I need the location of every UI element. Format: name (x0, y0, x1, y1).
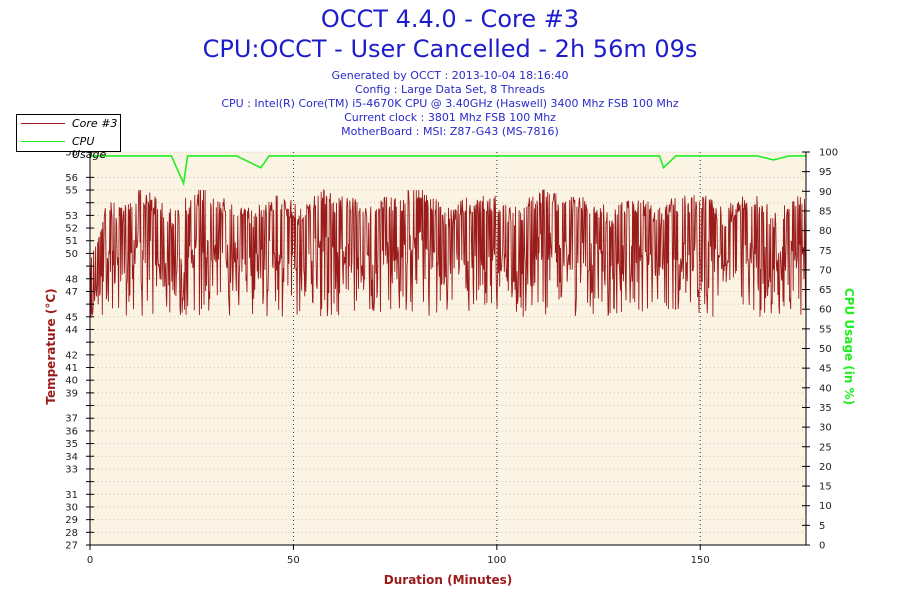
y-right-tick-label: 0 (819, 541, 825, 552)
x-tick-label: 50 (287, 555, 300, 566)
y-left-tick-label: 41 (65, 363, 78, 374)
series-cpu-usage-line (90, 155, 806, 187)
info-cpu: CPU : Intel(R) Core(TM) i5-4670K CPU @ 3… (221, 97, 679, 110)
chart-legend: Core #3 CPU Usage (16, 114, 121, 161)
y-right-tick-label: 15 (819, 482, 832, 493)
y-right-tick-label: 100 (819, 148, 838, 159)
y-left-tick-label: 36 (65, 426, 78, 437)
y-right-tick-label: 75 (819, 246, 832, 257)
y-left-tick-label: 55 (65, 186, 78, 197)
legend-swatch-cpu-usage (21, 141, 65, 142)
y-left-tick-label: 44 (65, 325, 78, 336)
y-right-tick-label: 55 (819, 324, 832, 335)
y-right-tick-label: 45 (819, 364, 832, 375)
x-tick-label: 100 (487, 555, 506, 566)
x-tick-label: 0 (87, 555, 93, 566)
info-config: Config : Large Data Set, 8 Threads (355, 83, 545, 96)
series-core3-line (89, 188, 807, 317)
y-left-tick-label: 40 (65, 376, 78, 387)
chart-title: OCCT 4.4.0 - Core #3 (320, 5, 580, 33)
y-left-tick-label: 42 (65, 350, 78, 361)
y-left-tick-label: 31 (65, 490, 78, 501)
legend-label-cpu-usage: CPU Usage (72, 135, 107, 161)
y-left-tick-label: 27 (65, 541, 78, 552)
y-left-tick-label: 34 (65, 452, 78, 463)
y-left-tick-label: 47 (65, 287, 78, 298)
y-axis-title-left: Temperature (°C) (44, 288, 58, 404)
legend-item-core3: Core #3 (17, 116, 120, 132)
y-axis-title-right: CPU Usage (in %) (842, 288, 856, 405)
x-tick-label: 150 (691, 555, 710, 566)
y-left-tick-label: 29 (65, 515, 78, 526)
y-right-tick-label: 40 (819, 383, 832, 394)
y-right-tick-label: 30 (819, 423, 832, 434)
y-left-tick-label: 39 (65, 388, 78, 399)
y-left-tick-label: 37 (65, 414, 78, 425)
y-left-tick-label: 48 (65, 274, 78, 285)
y-right-tick-label: 85 (819, 206, 832, 217)
y-right-tick-label: 50 (819, 344, 832, 355)
y-right-tick-label: 65 (819, 285, 832, 296)
chart-subtitle: CPU:OCCT - User Cancelled - 2h 56m 09s (202, 35, 698, 63)
y-right-tick-label: 35 (819, 403, 832, 414)
y-right-tick-label: 20 (819, 462, 832, 473)
y-right-tick-label: 5 (819, 521, 825, 532)
y-right-tick-label: 25 (819, 442, 832, 453)
y-left-tick-label: 58 (65, 148, 78, 159)
legend-label-core3: Core #3 (72, 117, 118, 130)
y-right-tick-label: 90 (819, 187, 832, 198)
legend-item-cpu-usage: CPU Usage (17, 134, 120, 161)
plot-area (90, 152, 806, 545)
y-left-tick-label: 53 (65, 211, 78, 222)
y-right-tick-label: 70 (819, 265, 832, 276)
y-left-tick-label: 52 (65, 224, 78, 235)
y-left-tick-label: 50 (65, 249, 78, 260)
y-right-tick-label: 60 (819, 305, 832, 316)
y-right-tick-label: 80 (819, 226, 832, 237)
y-left-tick-label: 45 (65, 312, 78, 323)
info-clock: Current clock : 3801 Mhz FSB 100 Mhz (344, 111, 556, 124)
y-left-tick-label: 56 (65, 173, 78, 184)
legend-swatch-core3 (21, 123, 65, 124)
y-right-tick-label: 10 (819, 501, 832, 512)
x-axis-title: Duration (Minutes) (384, 573, 512, 587)
y-left-tick-label: 51 (65, 236, 78, 247)
y-right-tick-label: 95 (819, 167, 832, 178)
info-generated: Generated by OCCT : 2013-10-04 18:16:40 (331, 69, 569, 82)
y-left-tick-label: 35 (65, 439, 78, 450)
y-left-tick-label: 28 (65, 528, 78, 539)
info-motherboard: MotherBoard : MSI: Z87-G43 (MS-7816) (341, 125, 559, 138)
y-left-tick-label: 33 (65, 464, 78, 475)
y-left-tick-label: 30 (65, 502, 78, 513)
